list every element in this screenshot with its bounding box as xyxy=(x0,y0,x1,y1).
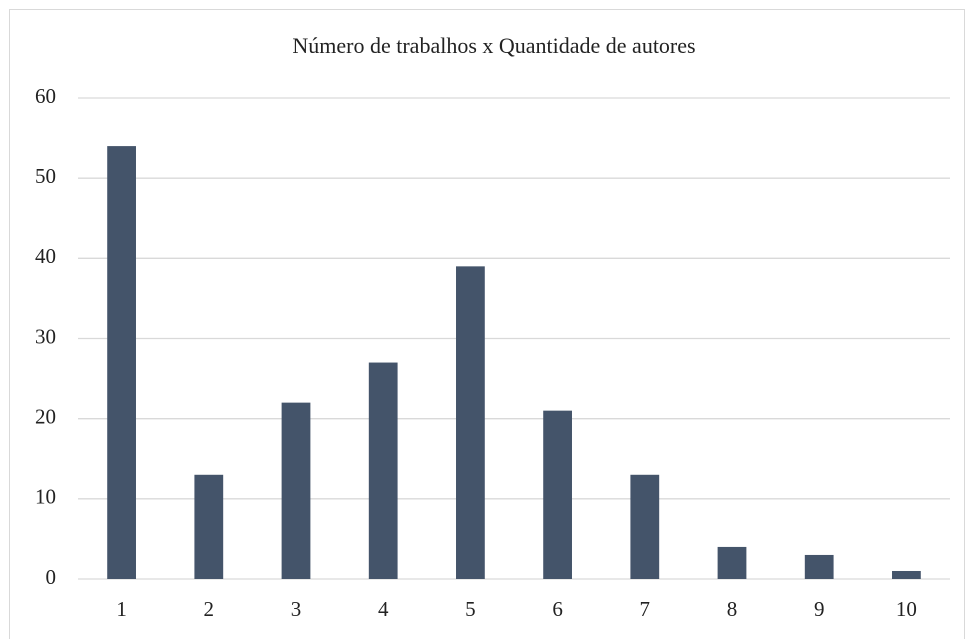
x-tick-label: 9 xyxy=(814,597,825,621)
x-tick-label: 5 xyxy=(465,597,476,621)
x-tick-label: 10 xyxy=(896,597,917,621)
bar xyxy=(456,266,485,579)
y-tick-label: 50 xyxy=(35,164,56,188)
bar xyxy=(543,410,572,579)
y-tick-label: 30 xyxy=(35,324,56,348)
chart-title: Número de trabalhos x Quantidade de auto… xyxy=(292,33,695,58)
bar xyxy=(368,362,398,579)
x-tick-label: 4 xyxy=(378,597,389,621)
x-tick-label: 3 xyxy=(291,597,302,621)
bar xyxy=(281,402,311,579)
bar xyxy=(892,570,921,579)
bar xyxy=(630,474,660,579)
x-tick-label: 2 xyxy=(204,597,215,621)
y-tick-label: 40 xyxy=(35,244,56,268)
y-tick-label: 0 xyxy=(46,565,57,589)
bar xyxy=(717,546,747,579)
bar xyxy=(107,146,136,579)
x-tick-label: 1 xyxy=(116,597,127,621)
bar xyxy=(194,474,224,579)
y-tick-label: 10 xyxy=(35,485,56,509)
x-tick-label: 6 xyxy=(552,597,563,621)
x-tick-label: 8 xyxy=(727,597,738,621)
y-tick-label: 20 xyxy=(35,404,56,428)
y-tick-label: 60 xyxy=(35,84,56,108)
chart-border xyxy=(9,9,965,639)
x-tick-label: 7 xyxy=(640,597,651,621)
bar xyxy=(804,554,834,579)
